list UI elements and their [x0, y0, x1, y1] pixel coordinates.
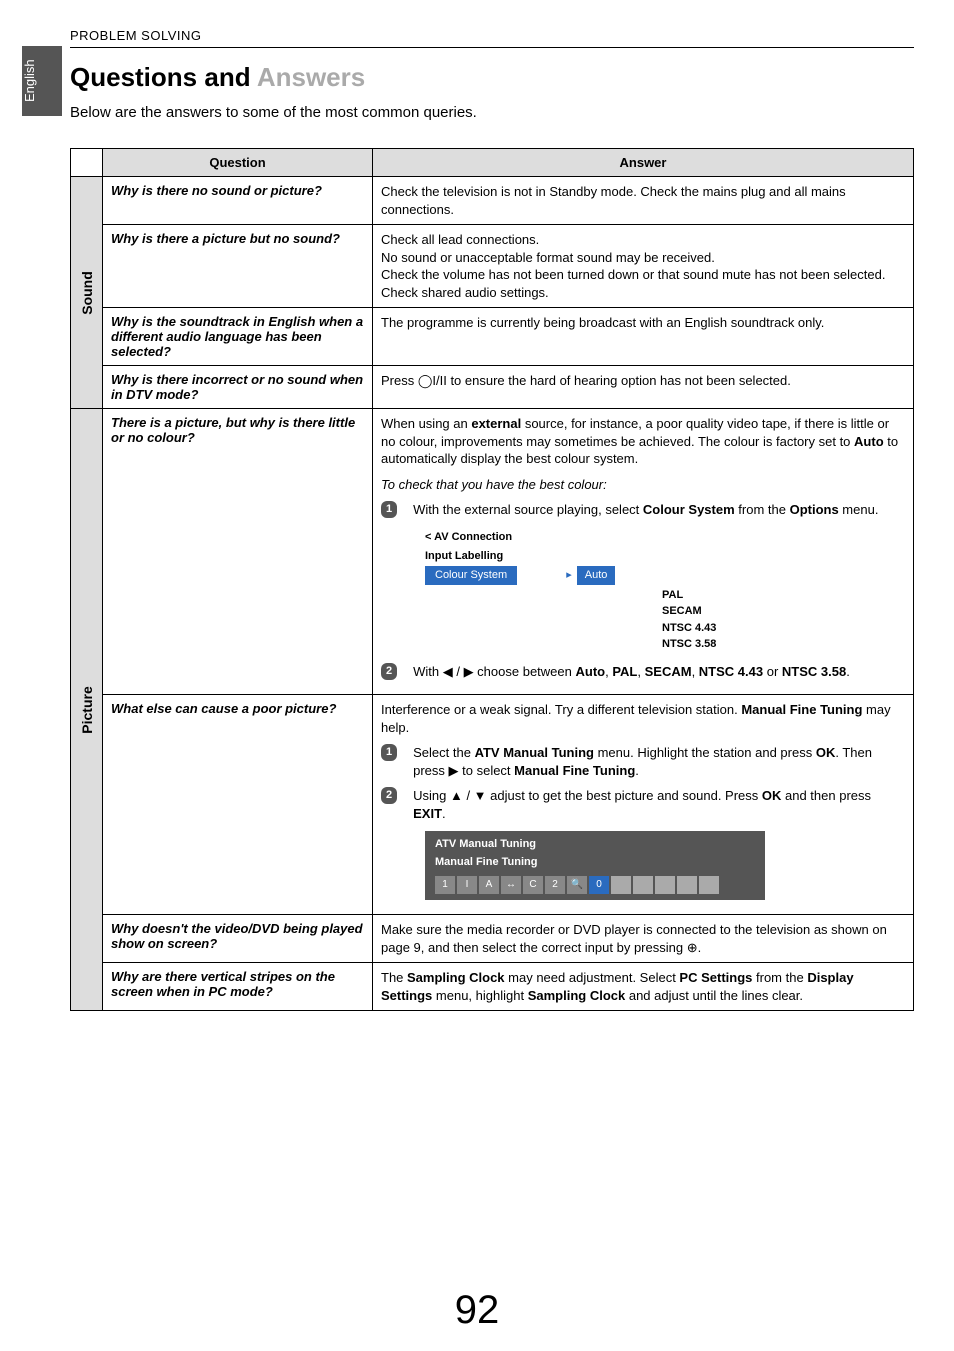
tuning-box-active: 0 [589, 876, 609, 894]
auto-highlight: Auto [577, 566, 616, 585]
question-cell: Why doesn't the video/DVD being played s… [103, 915, 373, 963]
tuning-boxes: 1 I A ↔ C 2 🔍 0 [435, 876, 755, 894]
menu-preview: < AV Connection Input Labelling Colour S… [425, 529, 905, 653]
tuning-box [699, 876, 719, 894]
question-cell: There is a picture, but why is there lit… [103, 409, 373, 695]
step-1: 1 With the external source playing, sele… [381, 501, 905, 519]
table-row: Why is there incorrect or no sound when … [71, 366, 914, 409]
tuning-box [633, 876, 653, 894]
tuning-box: ↔ [501, 876, 521, 894]
tuning-box: A [479, 876, 499, 894]
question-header: Question [103, 149, 373, 177]
picture-section-label: Picture [71, 409, 103, 1011]
question-cell: Why is there a picture but no sound? [103, 225, 373, 308]
question-cell: Why is there incorrect or no sound when … [103, 366, 373, 409]
answer-header: Answer [373, 149, 914, 177]
step-badge-2: 2 [381, 663, 397, 680]
page-number: 92 [0, 1288, 954, 1333]
question-cell: Why is the soundtrack in English when a … [103, 308, 373, 366]
table-row: Why is there a picture but no sound? Che… [71, 225, 914, 308]
title-main: Questions and [70, 62, 257, 92]
title-grey: Answers [257, 62, 365, 92]
tuning-box: C [523, 876, 543, 894]
language-tab: English [22, 46, 62, 116]
question-cell: Why is there no sound or picture? [103, 177, 373, 225]
table-row: Why is the soundtrack in English when a … [71, 308, 914, 366]
corner-cell [71, 149, 103, 177]
tuning-box [677, 876, 697, 894]
answer-cell: Check the television is not in Standby m… [373, 177, 914, 225]
table-row: What else can cause a poor picture? Inte… [71, 695, 914, 915]
step-badge-1: 1 [381, 501, 397, 518]
table-header-row: Question Answer [71, 149, 914, 177]
r5-check: To check that you have the best colour: [381, 476, 905, 494]
tuning-box: 2 [545, 876, 565, 894]
screen-preview: ATV Manual Tuning Manual Fine Tuning 1 I… [425, 831, 765, 901]
colour-system-highlight: Colour System [425, 566, 517, 585]
answer-cell: Check all lead connections. No sound or … [373, 225, 914, 308]
table-row: Why are there vertical stripes on the sc… [71, 963, 914, 1011]
answer-cell: Press ◯I/II to ensure the hard of hearin… [373, 366, 914, 409]
section-header: PROBLEM SOLVING [70, 28, 914, 48]
step-1: 1 Select the ATV Manual Tuning menu. Hig… [381, 744, 905, 779]
r5-paragraph: When using an external source, for insta… [381, 415, 905, 468]
subtitle: Below are the answers to some of the mos… [70, 104, 477, 121]
tuning-box: 1 [435, 876, 455, 894]
tuning-box: I [457, 876, 477, 894]
page-title: Questions and Answers [70, 62, 365, 93]
answer-cell: The Sampling Clock may need adjustment. … [373, 963, 914, 1011]
step-2: 2 Using ▲ / ▼ adjust to get the best pic… [381, 787, 905, 822]
answer-cell: Make sure the media recorder or DVD play… [373, 915, 914, 963]
tuning-box [611, 876, 631, 894]
sound-section-label: Sound [71, 177, 103, 409]
qa-table: Question Answer Sound Why is there no so… [70, 148, 914, 1011]
table-row: Sound Why is there no sound or picture? … [71, 177, 914, 225]
question-cell: Why are there vertical stripes on the sc… [103, 963, 373, 1011]
question-cell: What else can cause a poor picture? [103, 695, 373, 915]
step-2: 2 With ◀ / ▶ choose between Auto, PAL, S… [381, 663, 905, 681]
table-row: Picture There is a picture, but why is t… [71, 409, 914, 695]
step-badge-2: 2 [381, 787, 397, 804]
table-row: Why doesn't the video/DVD being played s… [71, 915, 914, 963]
answer-cell: The programme is currently being broadca… [373, 308, 914, 366]
tuning-box: 🔍 [567, 876, 587, 894]
tuning-box [655, 876, 675, 894]
answer-cell: Interference or a weak signal. Try a dif… [373, 695, 914, 915]
answer-cell: When using an external source, for insta… [373, 409, 914, 695]
step-badge-1: 1 [381, 744, 397, 761]
